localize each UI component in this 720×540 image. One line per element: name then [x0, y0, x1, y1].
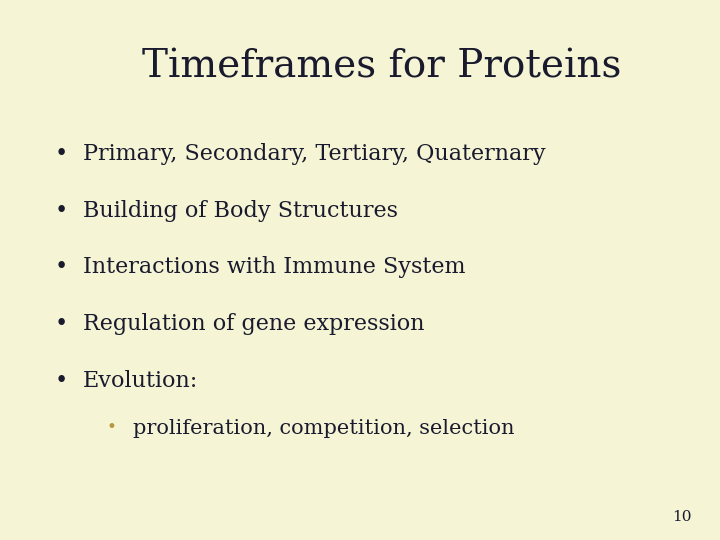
Text: •: •: [55, 256, 68, 279]
Text: Evolution:: Evolution:: [83, 370, 198, 392]
Text: Timeframes for Proteins: Timeframes for Proteins: [142, 49, 621, 86]
Text: Primary, Secondary, Tertiary, Quaternary: Primary, Secondary, Tertiary, Quaternary: [83, 143, 546, 165]
Text: •: •: [55, 143, 68, 165]
Text: Regulation of gene expression: Regulation of gene expression: [83, 313, 424, 335]
Text: •: •: [55, 370, 68, 392]
Text: •: •: [55, 200, 68, 222]
Text: •: •: [107, 418, 117, 435]
Text: Interactions with Immune System: Interactions with Immune System: [83, 256, 465, 279]
Text: proliferation, competition, selection: proliferation, competition, selection: [133, 418, 515, 437]
Text: 10: 10: [672, 510, 691, 524]
Text: Building of Body Structures: Building of Body Structures: [83, 200, 397, 222]
Text: •: •: [55, 313, 68, 335]
